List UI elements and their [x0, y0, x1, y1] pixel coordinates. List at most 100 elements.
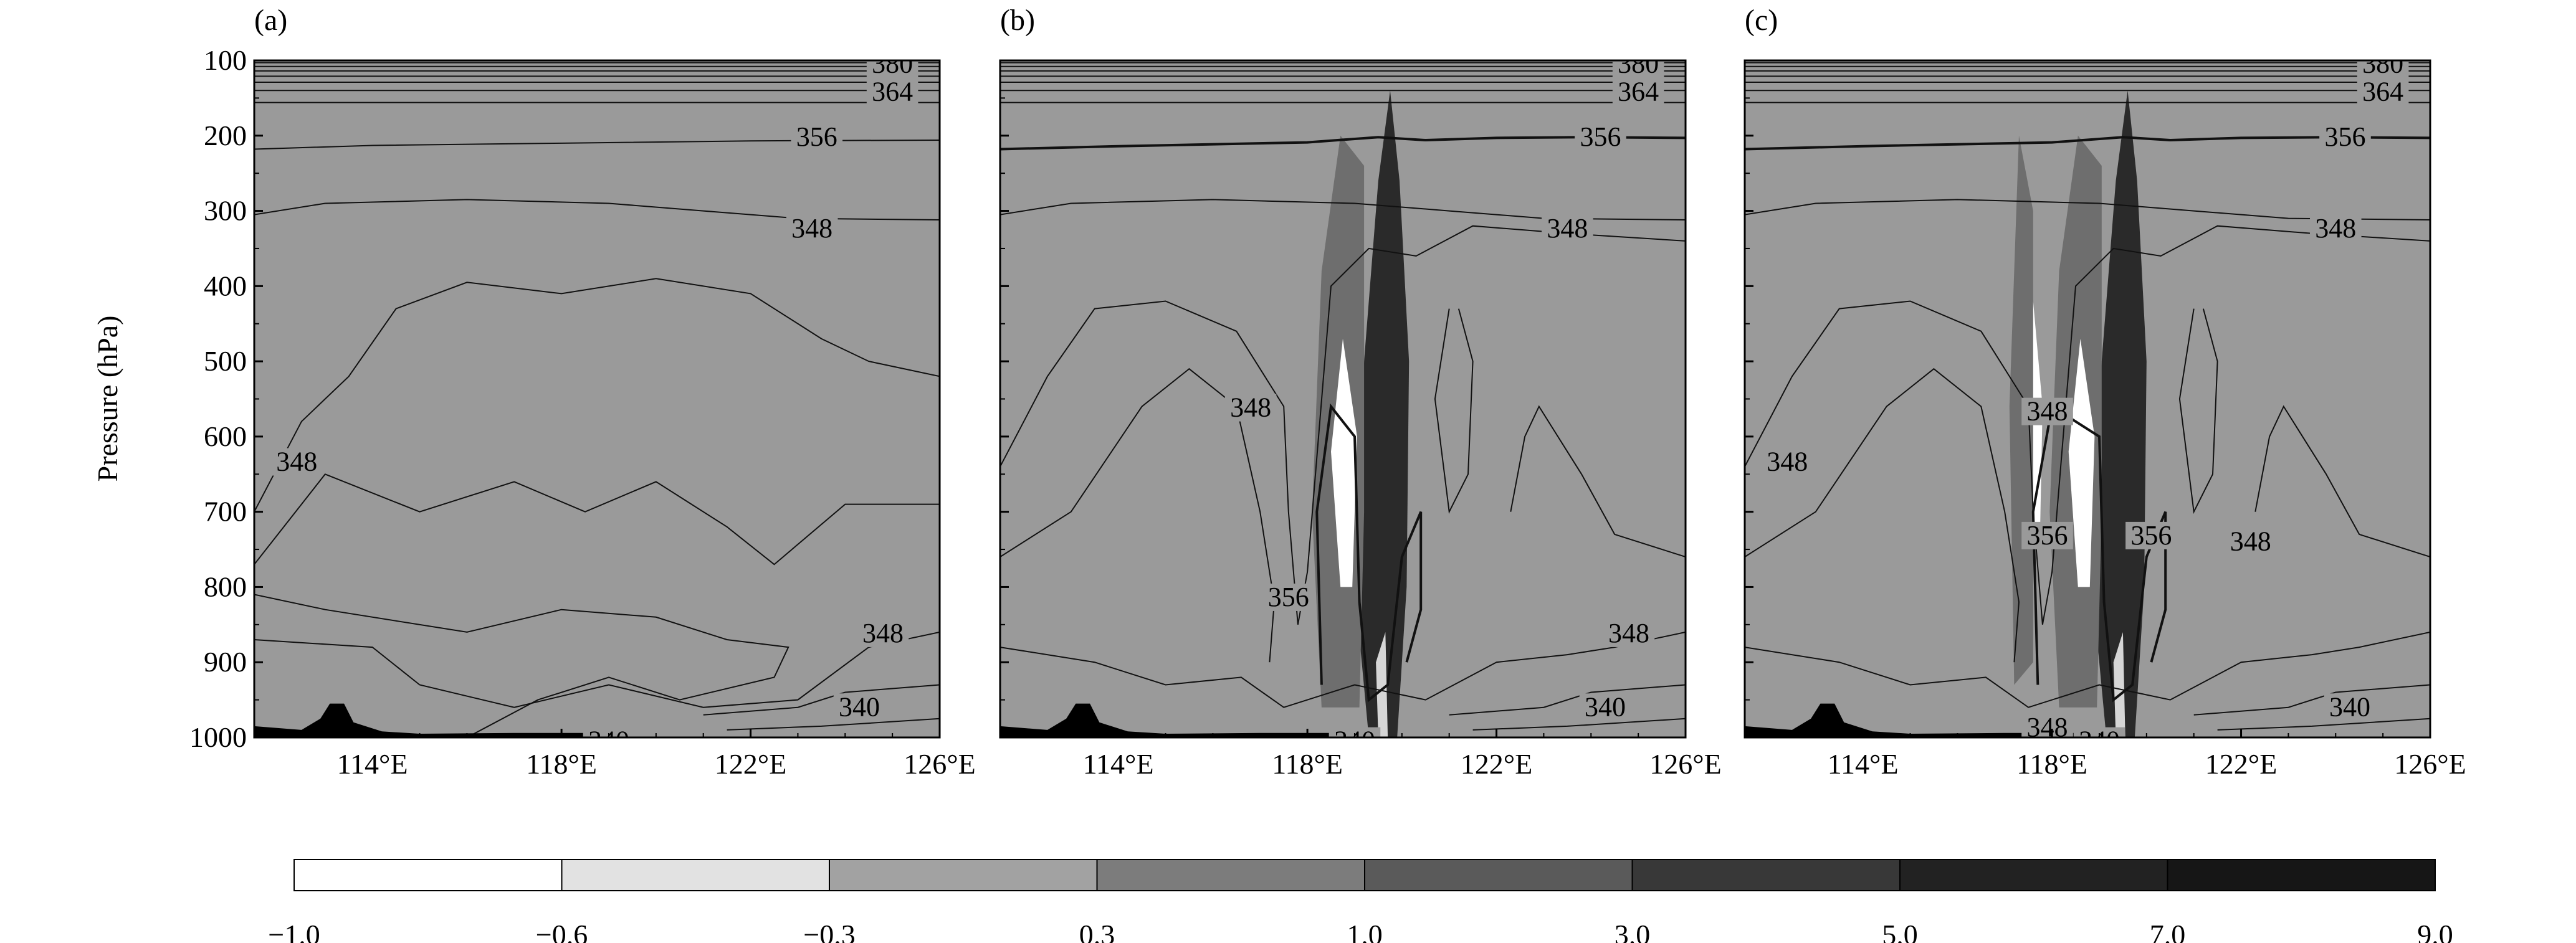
- contour-label: 348: [1767, 447, 1808, 477]
- contour-label: 340: [2329, 691, 2370, 722]
- colorbar-tick-label: 1.0: [1347, 919, 1383, 943]
- isentrope-contour: [254, 278, 940, 513]
- colorbar-tick-label: 7.0: [2150, 919, 2186, 943]
- contour-label: 348: [862, 618, 904, 648]
- contour-label-bg: [791, 123, 843, 151]
- contour-label: 348: [2027, 396, 2068, 427]
- contour-label: 348: [1608, 618, 1649, 648]
- plot-background: [254, 60, 940, 737]
- contour-label-bg: [2073, 727, 2125, 737]
- contour-label: 364: [872, 76, 913, 107]
- isentrope-contour: [1449, 684, 1686, 716]
- y-tick-label: 300: [204, 195, 247, 227]
- contour-label: 340: [2079, 726, 2120, 756]
- contour-label: 356: [1268, 582, 1309, 612]
- x-tick-label: 114°E: [337, 748, 408, 780]
- contour-label: 356: [2324, 121, 2365, 152]
- colorbar-swatch: [1899, 859, 2168, 891]
- x-tick-label: 126°E: [904, 748, 976, 780]
- contour-label-bg: [2357, 60, 2409, 78]
- contour-label-bg: [1761, 448, 1813, 476]
- contour-label: 348: [2027, 712, 2068, 742]
- isentrope-contour: [1434, 308, 1474, 514]
- contour-label-bg: [1612, 60, 1664, 78]
- colorbar-swatch: [1364, 859, 1633, 891]
- contour-label: 348: [276, 447, 317, 477]
- contour-label-bg: [1575, 123, 1626, 151]
- contour-label: 348: [791, 213, 832, 244]
- contour-label: 364: [1618, 76, 1659, 107]
- contour-label-bg: [2309, 215, 2362, 243]
- isentrope-contour: [2193, 684, 2430, 716]
- colorbar-tick-label: −0.3: [803, 919, 855, 943]
- contour-label: 348: [2315, 213, 2356, 244]
- isentrope-contour: [254, 631, 940, 708]
- isentrope-contour: [1745, 367, 2020, 663]
- colorbar-swatch: [1631, 859, 1901, 891]
- colorbar-tick-label: 3.0: [1615, 919, 1651, 943]
- isentrope-contour: [1510, 405, 1686, 558]
- contour-label-bg: [2319, 123, 2371, 151]
- contour-label-bg: [2357, 78, 2409, 106]
- contour-label: 380: [2362, 49, 2403, 79]
- contour-label: 348: [1547, 213, 1588, 244]
- x-tick-label: 122°E: [715, 748, 787, 780]
- contour-label-bg: [866, 60, 918, 78]
- contour-label-bg: [270, 448, 323, 476]
- contour-label-bg: [786, 215, 838, 243]
- y-tick-label: 400: [204, 270, 247, 301]
- contour-label-bg: [2125, 521, 2177, 549]
- panel-title-c: (c): [1745, 4, 1778, 37]
- contour-label: 356: [2130, 520, 2172, 551]
- colorbar-swatch: [2167, 859, 2436, 891]
- colorbar-tick-label: 9.0: [2417, 919, 2453, 943]
- x-tick-label: 122°E: [2205, 748, 2278, 780]
- contour-label: 348: [1230, 392, 1271, 423]
- colorbar-swatch: [293, 859, 563, 891]
- x-tick-label: 126°E: [1649, 748, 1722, 780]
- x-tick-label: 114°E: [1083, 748, 1154, 780]
- isentrope-contour: [1745, 631, 2430, 708]
- x-tick-label: 114°E: [1828, 748, 1899, 780]
- contour-label: 356: [796, 121, 837, 152]
- shading-region: [2068, 338, 2095, 587]
- isentrope-contour: [2254, 405, 2430, 558]
- contour-label-bg: [583, 727, 635, 737]
- colorbar-tick-label: −1.0: [268, 919, 320, 943]
- y-tick-label: 200: [204, 120, 247, 151]
- contour-label-bg: [2021, 397, 2073, 425]
- contour-label-bg: [2021, 521, 2073, 549]
- contour-label-bg: [866, 78, 918, 106]
- isentrope-contour: [254, 473, 940, 566]
- y-tick-label: 1000: [189, 721, 247, 753]
- colorbar-swatch: [829, 859, 1098, 891]
- colorbar-swatch: [561, 859, 830, 891]
- contour-label-bg: [857, 619, 909, 647]
- isentrope-contour: [1745, 225, 2430, 625]
- contour-label: 340: [1334, 726, 1375, 756]
- terrain-mask: [254, 703, 585, 737]
- colorbar-swatch: [1096, 859, 1365, 891]
- isentrope-contour: [1315, 403, 1423, 703]
- contour-label-bg: [1329, 727, 1381, 737]
- panel-title-a: (a): [254, 4, 287, 37]
- isentrope-contour: [703, 684, 940, 716]
- contour-label: 340: [588, 726, 629, 756]
- isentrope-contour: [254, 594, 789, 737]
- isentrope-contour: [2178, 308, 2218, 514]
- contour-label-bg: [2324, 693, 2376, 721]
- panel-title-b: (b): [1000, 4, 1035, 37]
- contour-label-bg: [1542, 215, 1593, 243]
- contour-label: 340: [839, 691, 880, 722]
- x-tick-label: 118°E: [1272, 748, 1343, 780]
- isentrope-contour: [1745, 199, 2430, 220]
- contour-label-bg: [833, 693, 885, 721]
- isentrope-contour: [1000, 225, 1686, 625]
